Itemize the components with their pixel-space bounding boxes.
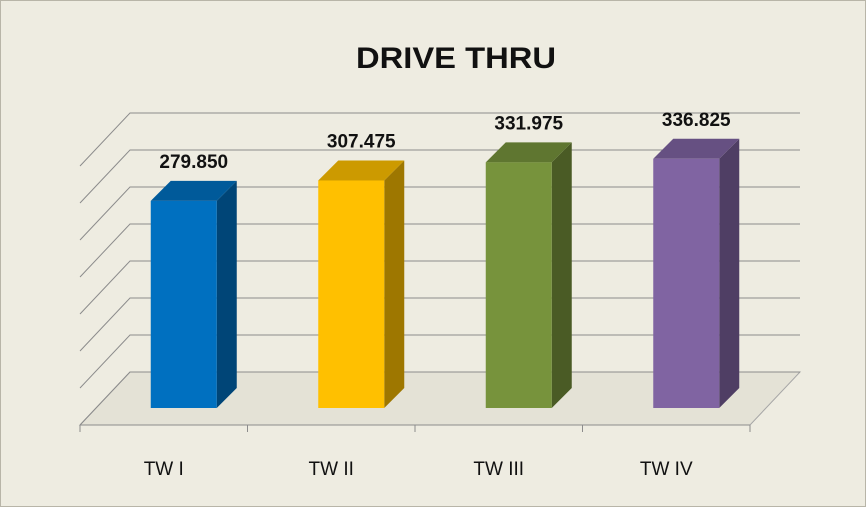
bar xyxy=(653,158,720,408)
data-label: 331.975 xyxy=(494,113,563,134)
bar-top xyxy=(485,142,572,163)
bar-top xyxy=(653,138,740,159)
x-tick-label: TW II xyxy=(309,459,354,480)
grid-line xyxy=(79,297,800,352)
grid-line xyxy=(79,223,800,278)
grid-line xyxy=(79,112,800,167)
bar xyxy=(150,200,217,408)
grid-line xyxy=(79,260,800,315)
bar xyxy=(318,180,385,408)
bar-side xyxy=(384,160,405,408)
bar xyxy=(485,162,552,408)
bar-top xyxy=(318,160,405,181)
data-label: 307.475 xyxy=(327,131,396,152)
grid-line xyxy=(79,186,800,241)
bar-top xyxy=(150,180,237,201)
x-tick-label: TW III xyxy=(473,459,524,480)
bar-side xyxy=(216,180,237,408)
chart-title: DRIVE THRU xyxy=(356,42,556,75)
grid-line xyxy=(79,334,800,389)
data-label: 336.825 xyxy=(662,110,731,131)
x-tick-label: TW I xyxy=(144,459,184,480)
grid-line xyxy=(79,149,800,204)
data-label: 279.850 xyxy=(159,152,228,173)
bar-side xyxy=(719,138,740,408)
bar-side xyxy=(551,142,572,408)
x-tick-label: TW IV xyxy=(640,459,693,480)
grid-line xyxy=(79,371,800,426)
